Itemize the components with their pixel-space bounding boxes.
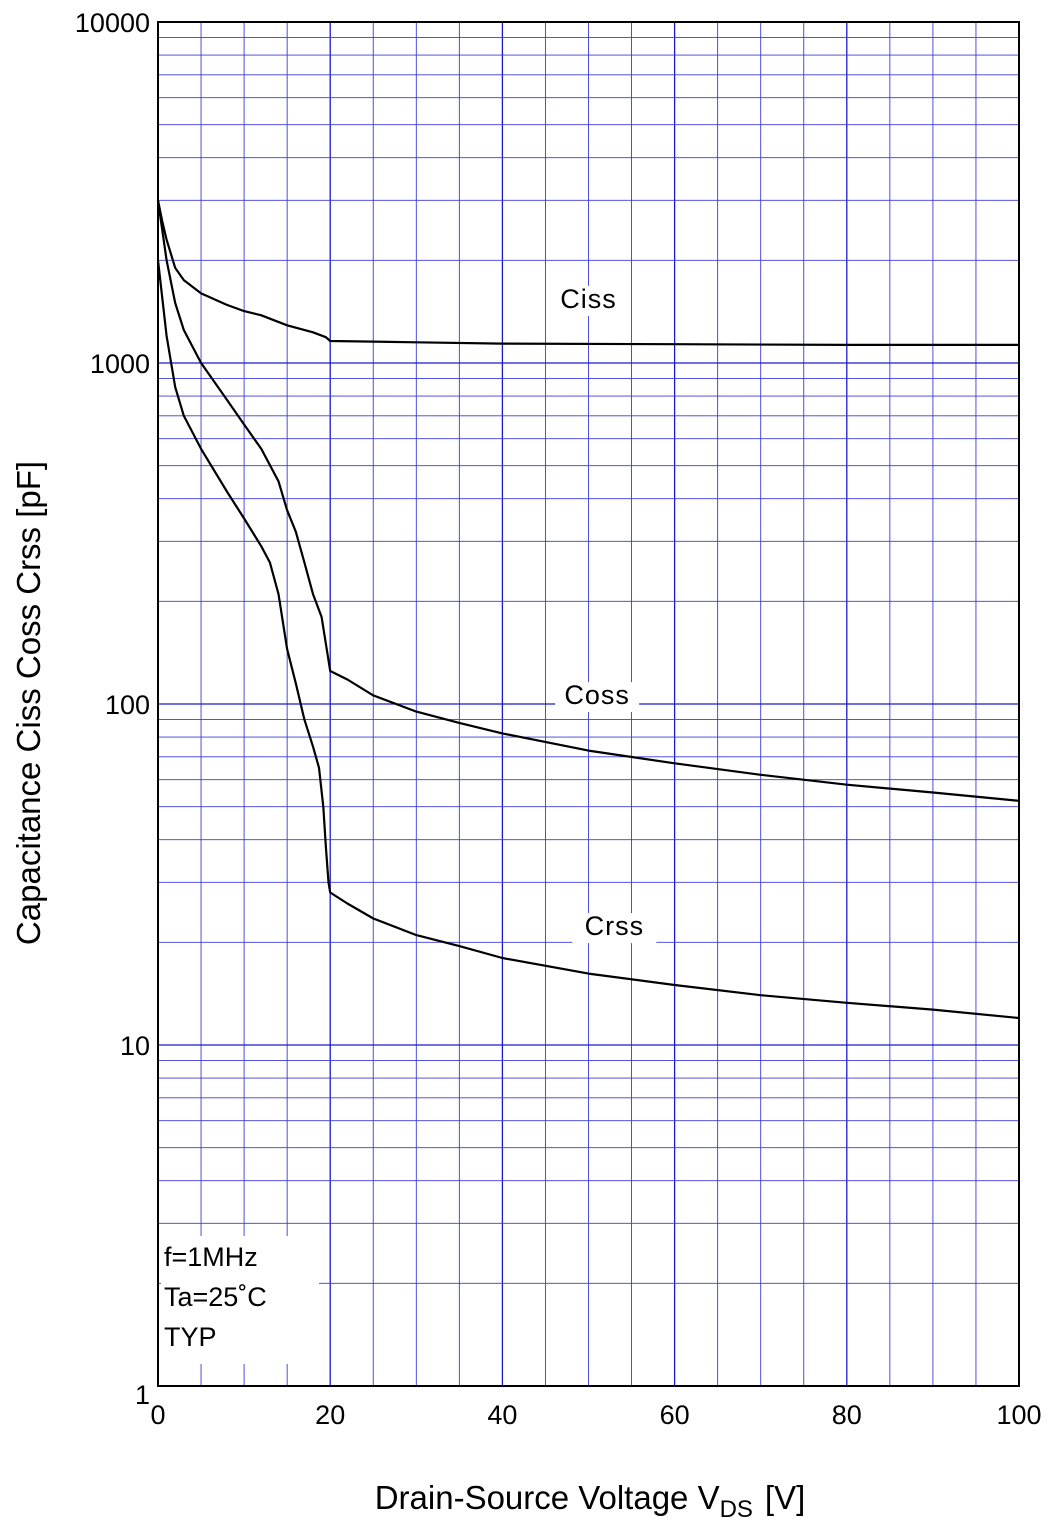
series-label-crss: Crss bbox=[585, 911, 645, 941]
annotation-line: Ta=25˚C bbox=[164, 1282, 267, 1312]
x-axis-title-subscript: DS bbox=[720, 1496, 753, 1520]
series-labels: Ciss Coss Crss bbox=[546, 284, 657, 944]
y-tick-label: 100 bbox=[105, 690, 150, 720]
y-tick-label: 1000 bbox=[90, 349, 150, 379]
x-tick-label: 60 bbox=[660, 1400, 690, 1430]
annotation-line: TYP bbox=[164, 1322, 217, 1352]
series-label-bg bbox=[546, 285, 631, 316]
x-tick-label: 0 bbox=[150, 1400, 165, 1430]
y-axis-title: Capacitance Ciss Coss Crss [pF] bbox=[10, 461, 47, 945]
plot-frame bbox=[157, 21, 1020, 1387]
x-axis-title-main: Drain-Source Voltage V bbox=[375, 1479, 720, 1516]
x-tick-label: 100 bbox=[996, 1400, 1041, 1430]
y-tick-label: 1 bbox=[135, 1380, 150, 1410]
curves bbox=[156, 199, 1021, 1020]
x-tick-label: 80 bbox=[832, 1400, 862, 1430]
grid bbox=[158, 22, 1019, 1386]
series-line-coss bbox=[156, 199, 1021, 802]
x-tick-label: 20 bbox=[315, 1400, 345, 1430]
x-axis-title-unit: [V] bbox=[765, 1479, 805, 1516]
conditions-annotation-bg bbox=[161, 1236, 319, 1364]
series-line-ciss bbox=[156, 199, 1021, 346]
x-tick-label: 40 bbox=[487, 1400, 517, 1430]
x-axis-title: Drain-Source Voltage VDS [V] bbox=[375, 1479, 806, 1520]
series-label-bg bbox=[555, 682, 640, 712]
series-line-crss bbox=[156, 259, 1021, 1020]
annotation-line: f=1MHz bbox=[164, 1242, 258, 1272]
y-tick-label: 10 bbox=[120, 1031, 150, 1061]
tick-labels: 0 20 40 60 80 100 1 10 100 1000 10000 bbox=[75, 8, 1042, 1430]
series-label-bg bbox=[572, 913, 657, 944]
y-tick-label: 10000 bbox=[75, 8, 150, 38]
conditions-annotation: f=1MHz Ta=25˚C TYP bbox=[161, 1236, 319, 1364]
series-label-ciss: Ciss bbox=[560, 284, 617, 314]
series-label-coss: Coss bbox=[564, 680, 630, 710]
